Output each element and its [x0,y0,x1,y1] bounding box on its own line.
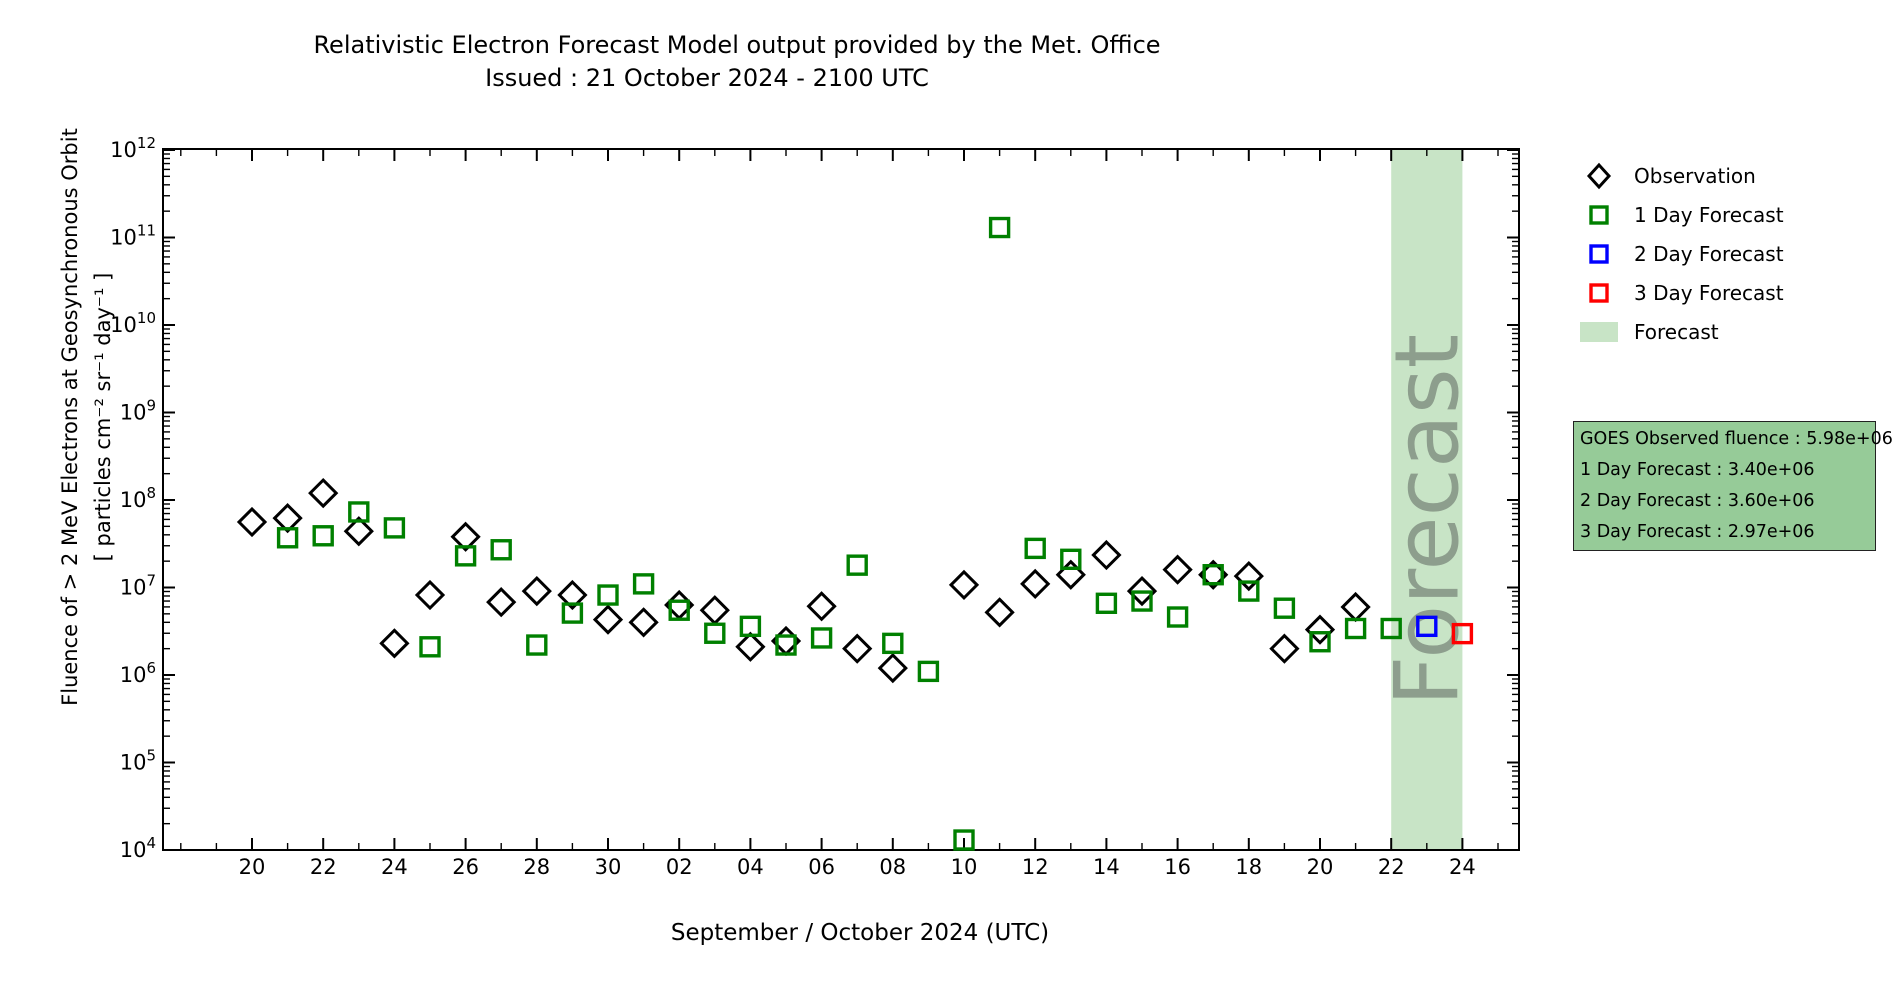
two-day-forecast-value: 2 Day Forecast : 3.60e+06 [1580,491,1815,511]
x-tick-label: 20 [1307,855,1334,879]
x-tick-label: 16 [1164,855,1191,879]
x-tick-label: 26 [452,855,479,879]
x-tick-label: 22 [1378,855,1405,879]
x-tick-label: 20 [239,855,266,879]
y-tick-label: 108 [120,484,156,512]
y-tick-label: 106 [120,659,156,687]
x-axis-label: September / October 2024 (UTC) [670,920,1050,946]
y-axis-label: Fluence of > 2 MeV Electrons at Geosynch… [58,128,82,706]
y-tick-label: 1010 [110,309,156,337]
one-day-forecast-square-icon [1589,204,1609,225]
forecast-watermark: Forecast [1375,334,1478,706]
one-day-forecast-value: 1 Day Forecast : 3.40e+06 [1580,460,1815,480]
x-tick-label: 02 [666,855,693,879]
legend-item-1day-forecast: 1 Day Forecast [1578,195,1784,234]
y-axis-unit-label: [ particles cm⁻² sr⁻¹ day⁻¹ ] [91,272,115,562]
x-tick-label: 22 [310,855,337,879]
legend: Observation 1 Day Forecast 2 Day Forecas… [1578,156,1784,351]
three-day-forecast-value: 3 Day Forecast : 2.97e+06 [1580,522,1815,542]
x-tick-label: 24 [1449,855,1476,879]
x-tick-label: 10 [951,855,978,879]
x-tick-label: 24 [381,855,408,879]
x-tick-label: 28 [523,855,550,879]
x-tick-label: 04 [737,855,764,879]
legend-label: 1 Day Forecast [1634,202,1784,227]
3-day-forecast-points [1451,622,1474,645]
legend-item-2day-forecast: 2 Day Forecast [1578,234,1784,273]
y-tick-label: 1012 [110,134,156,162]
legend-item-forecast-band: Forecast [1578,312,1784,351]
x-tick-label: 12 [1022,855,1049,879]
observation-points [236,477,1371,684]
x-tick-label: 14 [1093,855,1120,879]
legend-label: 3 Day Forecast [1634,280,1784,305]
three-day-forecast-square-icon [1589,282,1609,303]
plot-frame [162,148,1520,851]
y-tick-label: 105 [120,747,156,775]
tick-labels: 20 22 24 26 28 30 02 04 06 08 10 12 14 16 18 20 22 241041… [110,134,1476,879]
legend-label: 2 Day Forecast [1634,241,1784,266]
y-tick-label: 109 [120,397,156,425]
forecast-band [1391,149,1463,850]
x-tick-label: 08 [879,855,906,879]
axis-ticks [163,149,1519,851]
forecast-band-patch-icon [1580,321,1618,342]
x-tick-label: 18 [1235,855,1262,879]
legend-item-3day-forecast: 3 Day Forecast [1578,273,1784,312]
goes-observed-fluence: GOES Observed fluence : 5.98e+06 [1580,429,1893,449]
y-tick-label: 104 [120,834,156,862]
two-day-forecast-square-icon [1589,243,1609,264]
observation-diamond-icon [1586,162,1612,189]
y-tick-label: 107 [120,572,156,600]
page-subtitle: Issued : 21 October 2024 - 2100 UTC [485,64,929,92]
forecast-summary-box: GOES Observed fluence : 5.98e+06 1 Day F… [1573,421,1893,551]
x-tick-label: 06 [808,855,835,879]
page-title: Relativistic Electron Forecast Model out… [313,31,1161,59]
legend-item-observation: Observation [1578,156,1784,195]
x-tick-label: 30 [595,855,622,879]
legend-label: Forecast [1634,319,1719,344]
y-tick-label: 1011 [110,222,156,250]
2-day-forecast-points [1416,615,1438,638]
legend-label: Observation [1634,163,1756,188]
1-day-forecast-points [276,216,1402,851]
